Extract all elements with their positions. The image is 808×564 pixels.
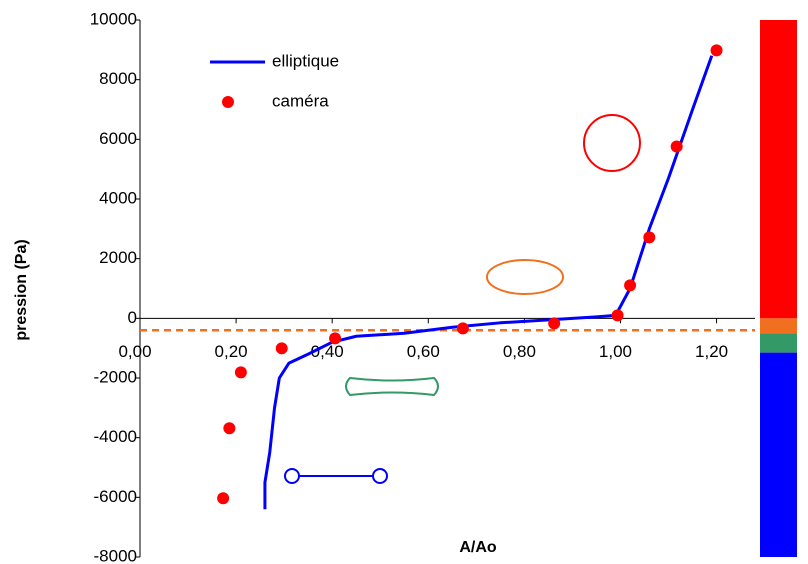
y-axis-title: pression (Pa)	[13, 239, 30, 340]
x-tick-label: 0,60	[407, 342, 440, 361]
shape-circle	[583, 114, 641, 172]
y-tick-label: -2000	[94, 367, 137, 386]
y-tick-label: 0	[128, 308, 137, 327]
x-axis-title: A/Ao	[459, 539, 497, 556]
y-tick-label: 6000	[99, 129, 137, 148]
y-tick-label: -8000	[94, 546, 137, 564]
data-point	[710, 44, 723, 57]
x-tick-label: 0,80	[503, 342, 536, 361]
y-tick-label: 10000	[90, 9, 137, 28]
data-point	[670, 140, 683, 153]
y-tick-label: 2000	[99, 248, 137, 267]
pressure-band	[760, 318, 797, 334]
shape-dumbbell	[284, 468, 388, 484]
data-point	[234, 366, 247, 379]
data-point	[548, 317, 561, 330]
data-point	[611, 309, 624, 322]
x-tick-label: 0,00	[118, 342, 151, 361]
data-point	[217, 492, 230, 505]
data-point	[643, 231, 656, 244]
data-point	[329, 332, 342, 345]
data-point	[275, 342, 288, 355]
pressure-band	[760, 333, 797, 353]
x-tick-label: 1,00	[599, 342, 632, 361]
x-tick-label: 0,20	[215, 342, 248, 361]
pressure-band	[760, 352, 797, 557]
shape-ellipse	[486, 259, 564, 295]
y-tick-label: 4000	[99, 188, 137, 207]
x-tick-label: 1,20	[695, 342, 728, 361]
data-point	[456, 322, 469, 335]
y-tick-label: 8000	[99, 69, 137, 88]
x-tick-label: 0,40	[311, 342, 344, 361]
y-tick-label: -6000	[94, 487, 137, 506]
legend-marker	[222, 96, 234, 108]
pressure-band	[760, 20, 797, 319]
legend-label: caméra	[272, 91, 329, 110]
legend-label: elliptique	[272, 51, 339, 70]
data-point	[223, 422, 236, 435]
data-point	[624, 279, 637, 292]
y-tick-label: -4000	[94, 427, 137, 446]
shape-flattened	[345, 376, 439, 397]
